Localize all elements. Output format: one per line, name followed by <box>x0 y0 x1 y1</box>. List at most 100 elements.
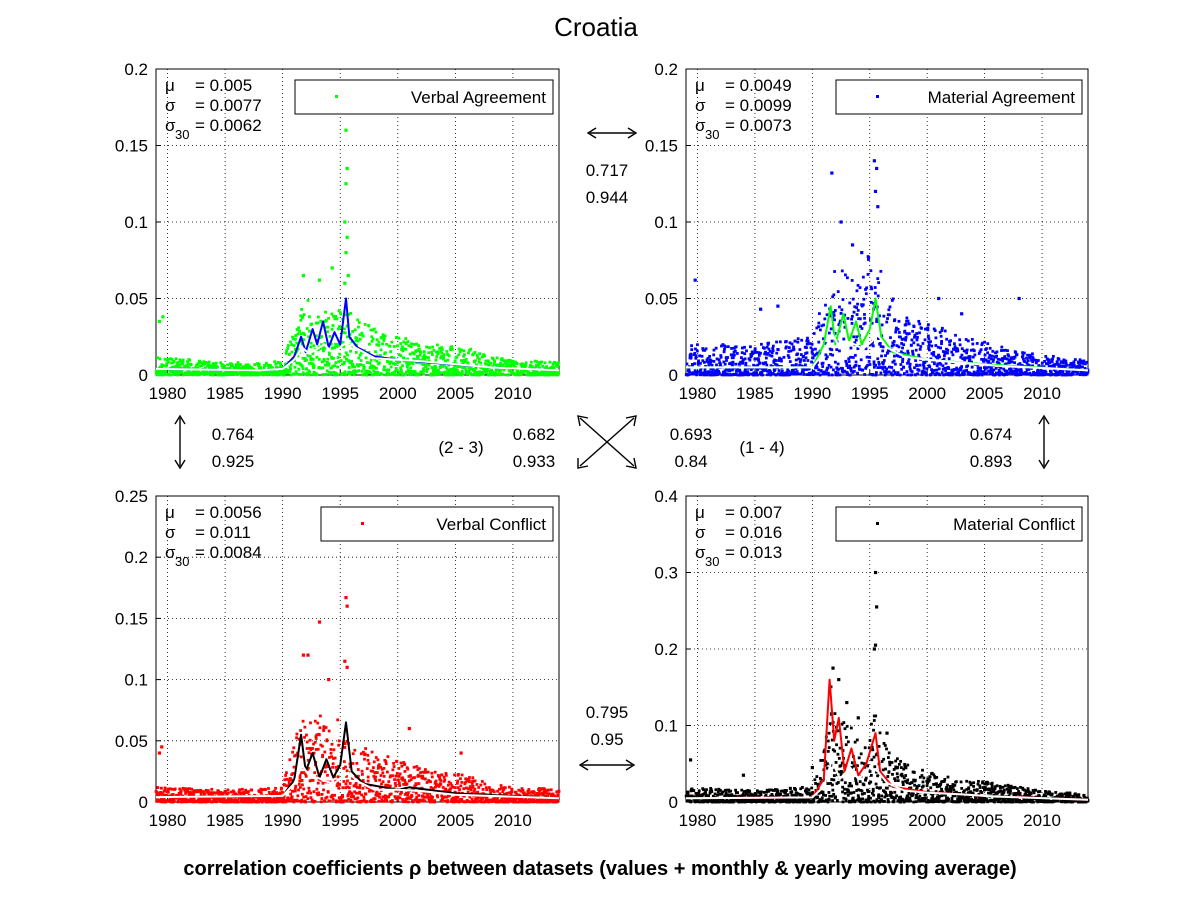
data-point <box>535 369 539 373</box>
data-point <box>229 790 233 794</box>
data-point <box>464 777 468 781</box>
data-point <box>319 366 323 370</box>
x-tick-label: 1995 <box>321 384 359 403</box>
data-point <box>733 794 737 798</box>
data-point <box>872 362 876 366</box>
data-point <box>246 363 250 367</box>
y-tick-label: 0.4 <box>654 487 678 506</box>
data-point <box>307 789 311 793</box>
data-point <box>460 797 464 801</box>
data-point <box>718 789 722 792</box>
data-point <box>988 353 992 357</box>
data-point <box>803 363 807 367</box>
data-point <box>234 792 238 796</box>
data-point <box>250 788 254 792</box>
data-point <box>695 795 699 798</box>
data-point <box>409 778 413 781</box>
data-point <box>479 783 483 787</box>
data-point <box>325 763 328 767</box>
data-point <box>387 795 391 799</box>
data-point <box>894 328 898 332</box>
data-point <box>863 373 867 376</box>
data-point <box>307 751 311 755</box>
data-point <box>446 358 450 362</box>
x-tick-label: 1995 <box>851 384 889 403</box>
data-point <box>423 799 427 803</box>
data-point <box>719 364 722 367</box>
data-point <box>927 348 931 352</box>
data-point <box>288 777 292 780</box>
data-point <box>405 782 409 786</box>
data-point <box>752 371 756 375</box>
data-point <box>940 329 944 332</box>
data-point <box>968 358 972 361</box>
data-point <box>829 365 833 369</box>
data-point <box>182 798 186 802</box>
data-point <box>473 779 477 783</box>
data-point <box>861 275 865 279</box>
data-point <box>477 796 481 799</box>
data-point <box>794 363 798 366</box>
data-point <box>1019 368 1023 371</box>
data-point <box>864 347 868 351</box>
data-point <box>445 372 448 376</box>
data-point <box>210 787 214 791</box>
data-point <box>854 338 858 342</box>
data-point <box>505 373 508 377</box>
stat-mu-symbol: μ <box>695 76 705 95</box>
data-point <box>923 338 927 342</box>
data-point <box>374 771 378 774</box>
data-point <box>965 348 969 352</box>
data-point <box>296 347 300 351</box>
data-point <box>453 373 456 377</box>
data-point <box>915 332 919 335</box>
data-point <box>851 356 855 359</box>
data-point <box>886 317 889 320</box>
data-point <box>849 355 852 359</box>
data-point <box>840 269 844 273</box>
data-point <box>431 787 435 790</box>
data-point <box>352 373 356 377</box>
data-point <box>253 363 257 366</box>
data-point-outlier <box>343 220 347 224</box>
data-point <box>906 349 910 353</box>
data-point <box>832 293 836 297</box>
data-point <box>534 365 538 369</box>
data-point <box>353 748 357 752</box>
data-point <box>701 347 705 350</box>
data-point <box>457 347 461 351</box>
data-point <box>837 367 840 371</box>
data-point <box>506 373 510 377</box>
data-point <box>442 353 446 357</box>
data-point <box>385 373 389 376</box>
data-point <box>266 372 270 375</box>
data-point <box>298 786 302 789</box>
data-point <box>408 373 412 377</box>
data-point <box>348 782 352 785</box>
data-point <box>478 370 481 374</box>
data-point <box>188 794 192 797</box>
data-point <box>172 798 176 802</box>
data-point <box>1048 361 1052 364</box>
data-point <box>372 372 376 376</box>
x-tick-label: 2010 <box>1023 384 1061 403</box>
data-point <box>196 362 200 366</box>
data-point <box>916 335 919 339</box>
data-point <box>748 345 752 349</box>
data-point <box>812 332 816 335</box>
data-point <box>416 773 420 777</box>
data-point <box>320 744 324 748</box>
data-point <box>368 342 371 346</box>
data-point <box>694 800 698 803</box>
data-point <box>226 788 230 792</box>
data-point <box>272 789 276 793</box>
data-point <box>743 793 747 797</box>
data-point <box>1085 360 1089 364</box>
data-point <box>494 373 498 377</box>
data-point <box>394 373 397 377</box>
data-point <box>818 373 822 377</box>
data-point <box>462 787 466 791</box>
data-point <box>846 371 849 375</box>
data-point <box>442 357 445 361</box>
data-point <box>318 726 322 730</box>
